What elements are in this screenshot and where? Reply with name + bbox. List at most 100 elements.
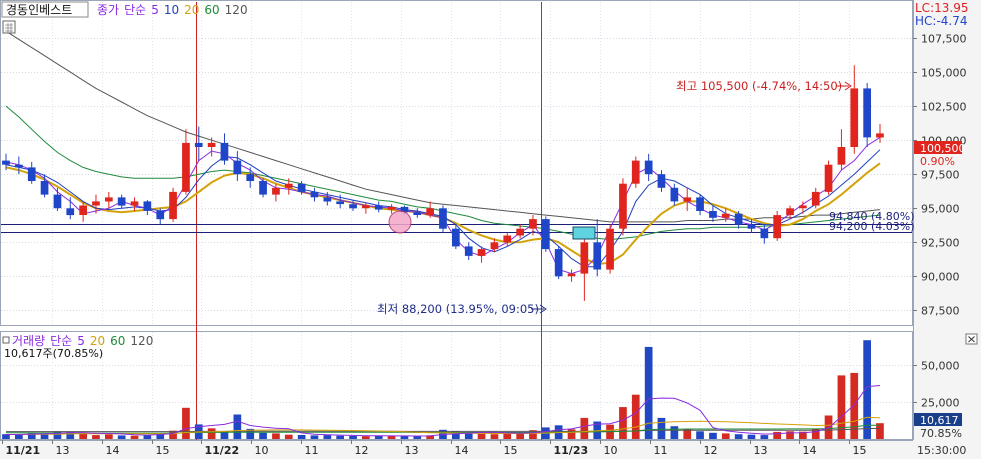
price-tick-label: 97,500 [921,169,960,182]
volume-bar [40,433,49,439]
price-tick-label: 105,000 [921,67,967,80]
high-annotation: 최고 105,500 (-4.74%, 14:50) [676,79,842,93]
volume-bar [452,431,460,439]
legend-item: 5 [151,3,159,17]
candle [233,151,242,182]
volume-bar [709,432,717,439]
candle [721,208,730,222]
candle [27,161,36,184]
volume-bar [567,429,576,439]
legend-item: 20 [90,334,105,348]
current-price-tag [914,141,962,154]
volume-bar [272,433,280,439]
volume-bar [850,372,859,439]
signal-circle-marker[interactable] [388,210,412,234]
candle [516,224,524,239]
candle [683,187,692,211]
volume-bar [297,435,306,439]
candle [734,210,743,229]
time-tick-label: 13 [754,444,768,457]
legend-item: 5 [77,334,85,348]
y-axis-area [913,0,981,440]
grid-toggle-icon[interactable] [2,20,16,34]
candle [272,183,280,202]
legend-item: 거래량 [12,334,45,348]
candle [156,208,165,225]
candle [760,224,769,244]
stock-name-box[interactable] [1,1,89,18]
volume-bar [529,430,537,439]
time-tick-label: 15 [853,444,867,457]
candle [747,219,756,233]
candle [657,170,666,192]
candle [593,219,602,277]
signal-box-marker[interactable] [572,226,596,240]
volume-bar [323,435,332,439]
volume-bar [516,432,524,439]
candle [439,205,447,233]
volume-bar [837,375,846,439]
candle [452,224,460,250]
price-legend: 종가 단순 5 10 20 60 120 [97,3,248,17]
legend-item: 종가 [97,3,119,17]
volume-bar [464,432,473,439]
volume-ma-120-line [6,428,880,433]
legend-item: 120 [130,334,153,348]
volume-bar [619,407,627,439]
candle [323,191,332,206]
candle [542,216,550,252]
volume-bar [105,434,113,439]
candle [194,126,203,161]
volume-tick-label: 50,000 [921,360,960,373]
high-arrow-icon [836,81,852,91]
candle [503,232,512,247]
candle [529,215,537,236]
price-tick-label: 90,000 [921,271,960,284]
candle [220,133,229,165]
volume-bar [503,433,512,439]
volume-bar [631,394,640,439]
price-panel [0,0,913,326]
candle [773,210,781,241]
ma-120-line [5,30,881,223]
volume-bar [696,431,704,439]
candle [374,201,383,213]
volume-ma-20-line [6,416,881,435]
candle [786,205,794,220]
price-tick-label: 87,500 [921,305,960,318]
volume-bar [747,434,756,439]
time-tick-label: 13 [405,444,419,457]
candle [811,187,820,209]
candle [644,153,653,182]
volume-bar [92,435,100,439]
volume-toggle-icon[interactable] [2,336,10,344]
volume-bar [811,428,820,439]
candle [799,201,807,214]
price-tick-label: 95,000 [921,203,960,216]
volume-bar [876,423,884,439]
volume-bar [233,414,242,439]
volume-bar [734,434,743,439]
stock-name: 경동인베스트 [6,3,72,17]
volume-bar [2,434,10,439]
volume-bar [336,435,344,439]
volume-bar [593,421,602,439]
volume-bar [644,346,653,439]
volume-bar [15,434,23,439]
candle [53,187,62,211]
volume-ma-5-line [5,385,881,437]
volume-bar [863,340,871,439]
volume-bar [824,415,833,439]
candle [709,205,717,222]
legend-item: 60 [204,3,219,17]
time-tick-label: 14 [803,444,817,457]
volume-bar [66,431,75,439]
volume-bar [721,433,730,439]
current-price: 100,500 [920,142,966,155]
current-volume-pct: 70.85% [920,427,962,440]
time-label: 15:30:00 [917,444,966,457]
volume-bar [580,417,589,439]
candle [554,246,563,280]
volume-bar [310,435,319,439]
